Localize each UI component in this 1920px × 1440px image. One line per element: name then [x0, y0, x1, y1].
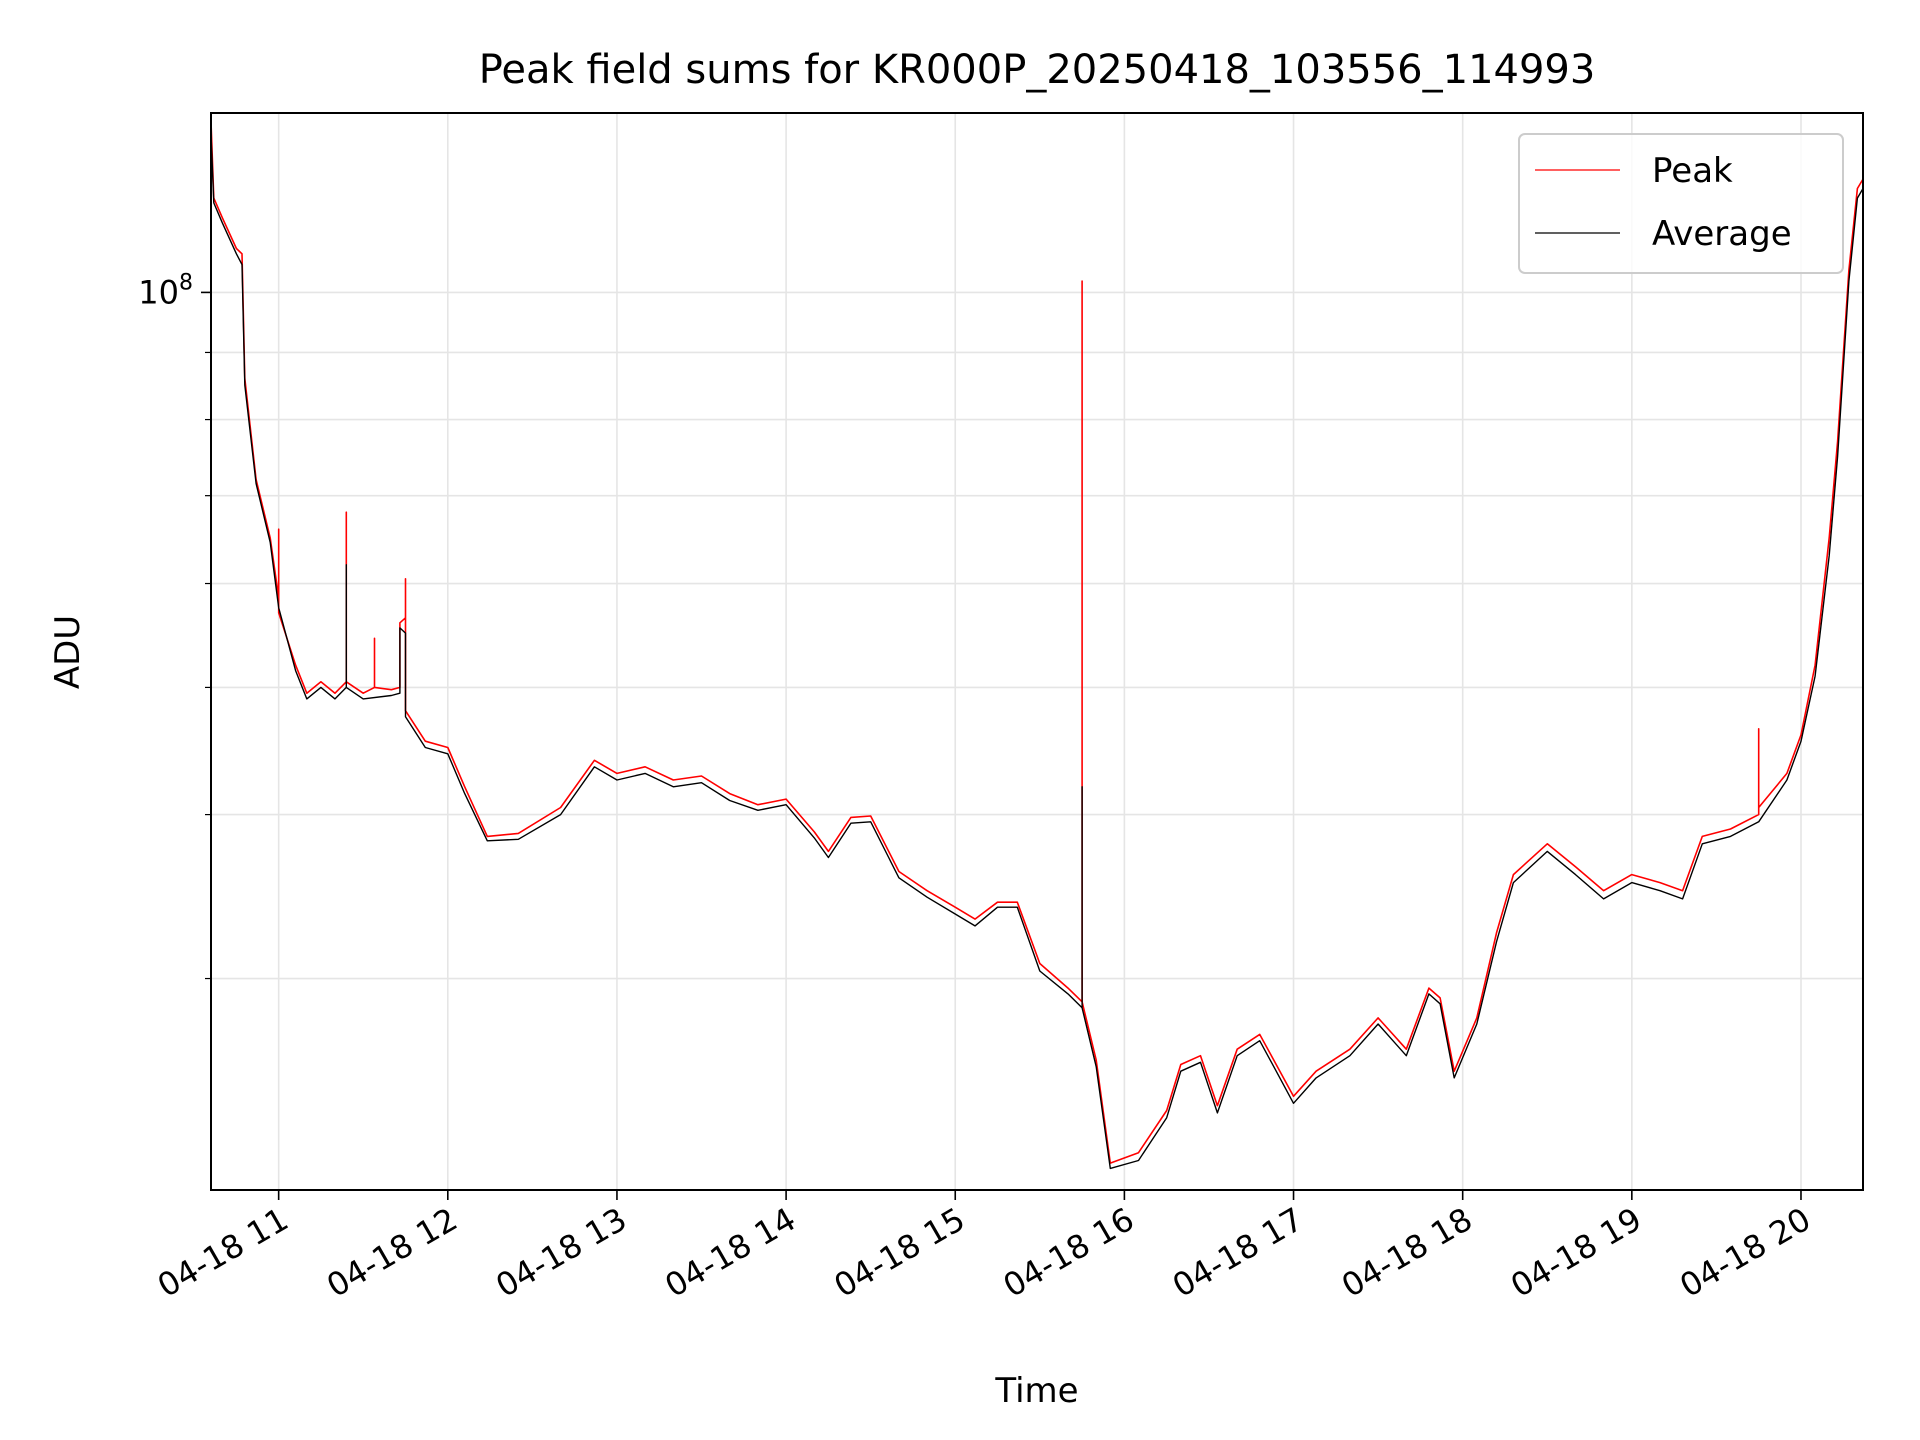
- y-axis-label: ADU: [48, 615, 88, 689]
- legend-box: [1518, 133, 1844, 274]
- y-tick-label: 108: [138, 270, 193, 311]
- series-layer: [210, 121, 1864, 1170]
- legend-label-peak: Peak: [1652, 151, 1733, 191]
- plot-frame: [210, 112, 1864, 1191]
- grid: [211, 113, 1863, 1190]
- legend-label-average: Average: [1652, 214, 1792, 254]
- series-line-average: [210, 134, 1864, 1170]
- legend: Peak Average: [1518, 133, 1844, 274]
- series-line-peak: [210, 121, 1864, 1164]
- y-axis: 108: [138, 270, 211, 980]
- x-axis-label: Time: [994, 1371, 1078, 1411]
- chart-title: Peak field sums for KR000P_20250418_1035…: [479, 47, 1596, 93]
